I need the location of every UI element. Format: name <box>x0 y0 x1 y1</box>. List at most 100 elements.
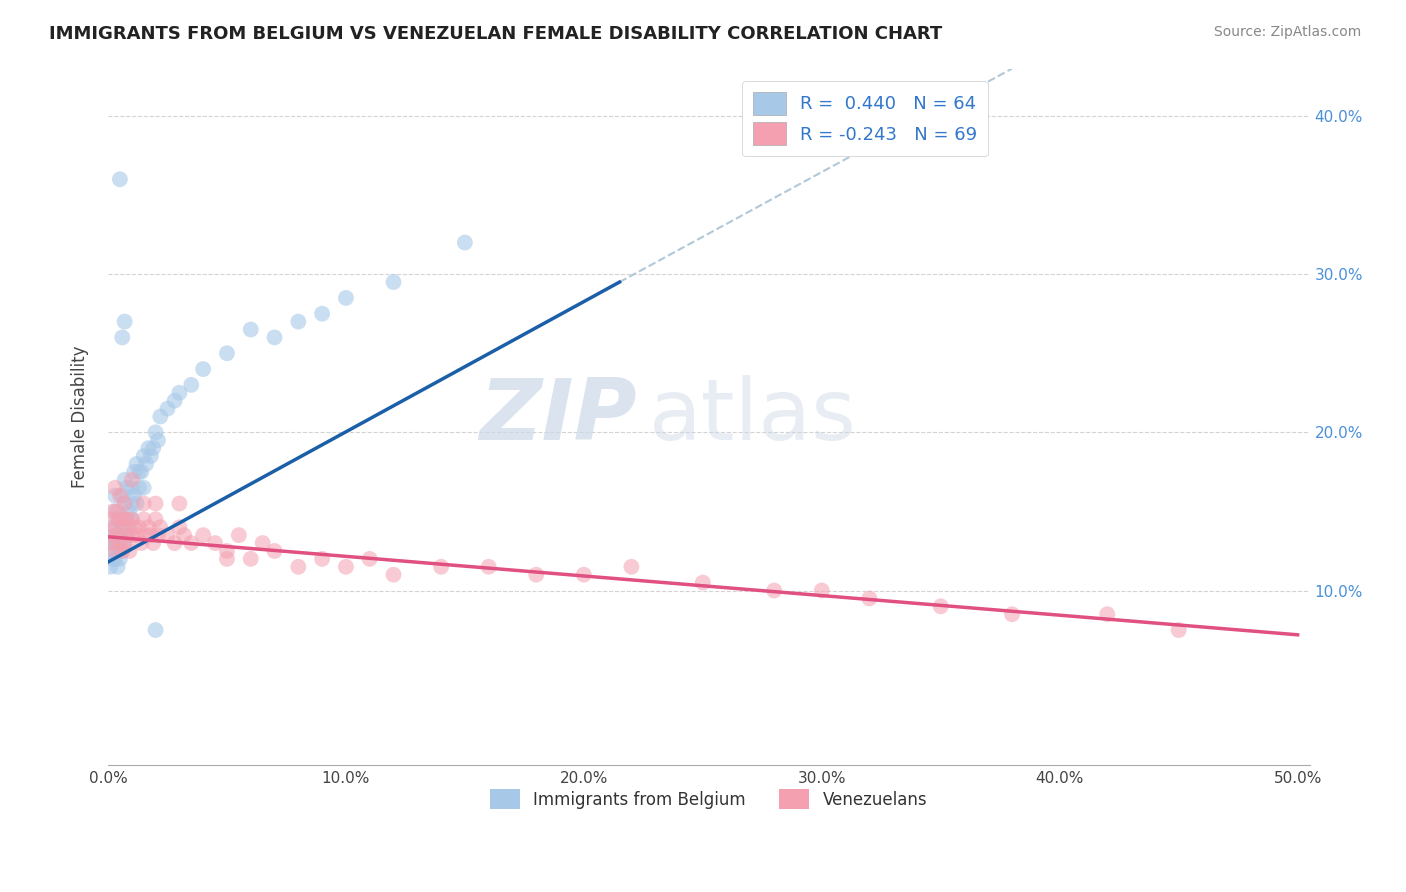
Point <box>169 520 191 534</box>
Point <box>104 520 127 534</box>
Point <box>115 528 138 542</box>
Point <box>180 536 202 550</box>
Point <box>572 567 595 582</box>
Point <box>121 512 143 526</box>
Point <box>125 496 148 510</box>
Point <box>454 235 477 250</box>
Point <box>107 528 129 542</box>
Point <box>145 425 167 440</box>
Point <box>156 528 179 542</box>
Point <box>263 544 285 558</box>
Point <box>132 496 155 510</box>
Point <box>169 385 191 400</box>
Point <box>142 536 165 550</box>
Point <box>114 512 136 526</box>
Text: Source: ZipAtlas.com: Source: ZipAtlas.com <box>1213 25 1361 39</box>
Point <box>335 291 357 305</box>
Point <box>107 559 129 574</box>
Point <box>115 512 138 526</box>
Point <box>101 520 124 534</box>
Point <box>359 552 381 566</box>
Point <box>215 552 238 566</box>
Point <box>104 504 127 518</box>
Point <box>101 536 124 550</box>
Point <box>128 520 150 534</box>
Point <box>122 520 145 534</box>
Point <box>239 552 262 566</box>
Point <box>692 575 714 590</box>
Point <box>122 465 145 479</box>
Point <box>228 528 250 542</box>
Point <box>104 481 127 495</box>
Text: atlas: atlas <box>648 375 856 458</box>
Point <box>145 512 167 526</box>
Point <box>121 473 143 487</box>
Point <box>128 481 150 495</box>
Point <box>108 489 131 503</box>
Point <box>115 481 138 495</box>
Point <box>810 583 832 598</box>
Point <box>142 441 165 455</box>
Point <box>115 528 138 542</box>
Point <box>180 377 202 392</box>
Point <box>169 496 191 510</box>
Point <box>108 512 131 526</box>
Point <box>101 504 124 518</box>
Legend: Immigrants from Belgium, Venezuelans: Immigrants from Belgium, Venezuelans <box>484 783 934 815</box>
Point <box>524 567 547 582</box>
Point <box>191 528 214 542</box>
Point <box>1097 607 1119 622</box>
Point <box>98 544 121 558</box>
Point <box>146 528 169 542</box>
Point <box>163 393 186 408</box>
Point <box>114 536 136 550</box>
Point <box>111 520 134 534</box>
Point <box>98 512 121 526</box>
Point <box>929 599 952 614</box>
Point <box>107 536 129 550</box>
Point <box>111 330 134 344</box>
Point <box>107 504 129 518</box>
Text: ZIP: ZIP <box>479 375 637 458</box>
Point <box>104 489 127 503</box>
Point <box>111 544 134 558</box>
Point <box>98 559 121 574</box>
Point <box>215 346 238 360</box>
Point <box>101 536 124 550</box>
Point <box>118 520 141 534</box>
Point <box>108 552 131 566</box>
Point <box>478 559 501 574</box>
Point <box>146 434 169 448</box>
Point <box>107 512 129 526</box>
Point <box>111 544 134 558</box>
Point <box>132 449 155 463</box>
Point <box>156 401 179 416</box>
Point <box>125 457 148 471</box>
Point <box>287 315 309 329</box>
Point <box>145 623 167 637</box>
Point <box>118 504 141 518</box>
Point <box>132 512 155 526</box>
Point <box>149 520 172 534</box>
Point <box>122 489 145 503</box>
Point <box>1001 607 1024 622</box>
Point <box>263 330 285 344</box>
Point <box>430 559 453 574</box>
Point <box>139 449 162 463</box>
Y-axis label: Female Disability: Female Disability <box>72 345 89 488</box>
Point <box>118 544 141 558</box>
Point <box>114 536 136 550</box>
Point <box>114 473 136 487</box>
Point <box>121 512 143 526</box>
Point <box>191 362 214 376</box>
Point <box>138 520 160 534</box>
Point <box>311 307 333 321</box>
Point <box>139 528 162 542</box>
Point <box>129 536 152 550</box>
Point <box>135 528 157 542</box>
Point <box>104 544 127 558</box>
Point <box>135 457 157 471</box>
Point <box>125 528 148 542</box>
Point <box>858 591 880 606</box>
Point <box>287 559 309 574</box>
